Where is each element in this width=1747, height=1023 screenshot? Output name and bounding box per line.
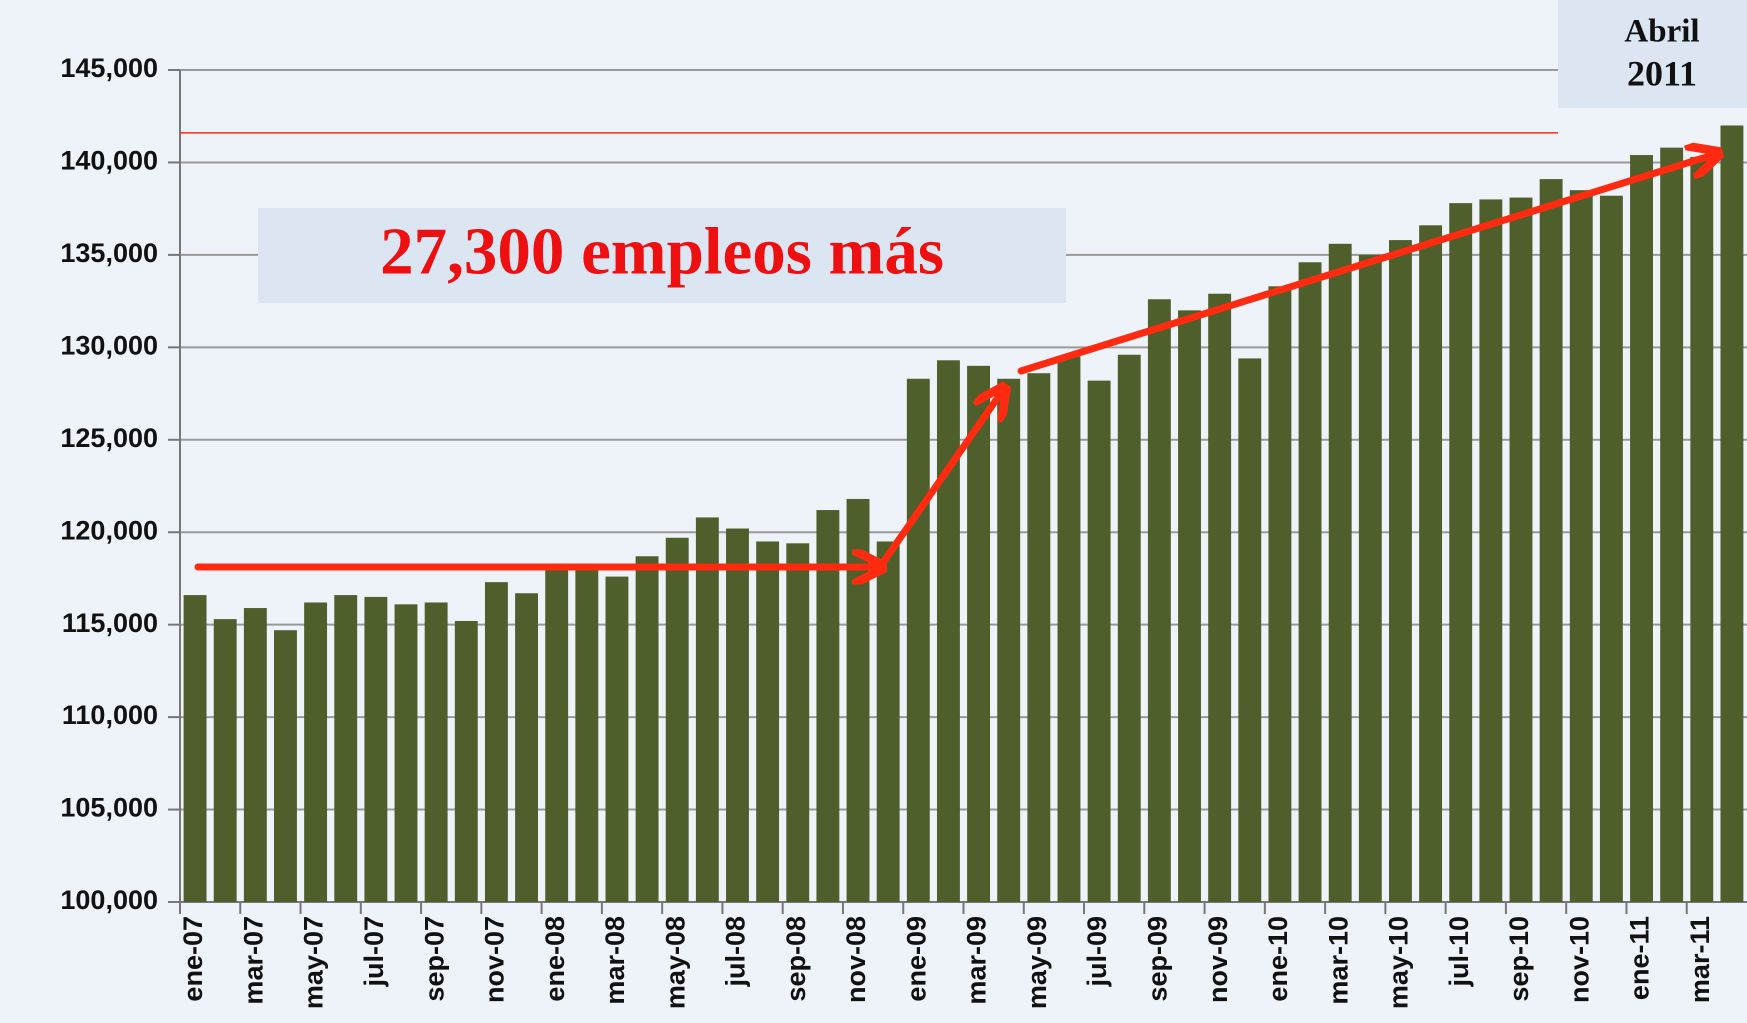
bar (695, 517, 719, 902)
x-tick-label: nov-10 (1564, 916, 1594, 1003)
bar (1630, 155, 1653, 902)
y-tick-label: 120,000 (60, 515, 158, 545)
x-tick-label: ene-07 (178, 916, 208, 1002)
annotation: 27,300 empleos más (380, 214, 944, 288)
y-tick-label: 135,000 (60, 238, 158, 268)
bar (1178, 310, 1201, 902)
bar (304, 602, 328, 902)
x-tick-label: jul-07 (359, 916, 389, 988)
y-tick-label: 110,000 (62, 700, 158, 730)
bar (1690, 156, 1714, 903)
bar (1569, 190, 1593, 902)
x-tick-label: sep-10 (1504, 916, 1534, 1002)
bar (786, 543, 810, 902)
bar (1389, 240, 1412, 902)
corner-label: 2011 (1627, 53, 1697, 93)
bar (1449, 203, 1473, 902)
x-tick-label: jul-10 (1444, 916, 1474, 988)
x-tick-label: jul-09 (1082, 916, 1112, 988)
bar (1298, 262, 1322, 903)
x-tick-label: mar-08 (600, 916, 630, 1005)
bar (876, 541, 900, 902)
x-tick-label: ene-10 (1263, 916, 1293, 1002)
bars (183, 125, 1744, 903)
bar (575, 569, 599, 902)
arrows (194, 154, 1716, 571)
x-tick-label: nov-07 (480, 916, 510, 1003)
x-tick-label: sep-08 (781, 916, 811, 1002)
y-tick-label: 115,000 (62, 608, 158, 638)
bar (1328, 243, 1352, 903)
x-tick-label: mar-11 (1685, 916, 1715, 1003)
bar (1358, 254, 1382, 902)
bar (274, 630, 297, 902)
bar (1539, 179, 1563, 902)
bar (1117, 354, 1141, 902)
bar (424, 602, 448, 902)
bar (364, 596, 388, 902)
bar (1660, 147, 1684, 903)
bar (1479, 199, 1503, 902)
bar (726, 528, 749, 902)
arrow (1017, 154, 1716, 375)
bar (1208, 293, 1232, 902)
corner-box (1558, 0, 1747, 108)
bar (1057, 356, 1081, 903)
bar (213, 619, 237, 902)
bar (545, 569, 569, 902)
x-tick-label: mar-09 (962, 916, 992, 1005)
bar (454, 620, 478, 902)
bar (515, 593, 538, 902)
bar (967, 365, 991, 902)
x-tick-label: mar-10 (1323, 916, 1353, 1005)
corner-label: Abril (1624, 14, 1699, 50)
x-tick-label: may-07 (299, 916, 329, 1009)
bar (1087, 380, 1111, 902)
x-tick-label: jul-08 (721, 916, 751, 988)
bar (1509, 197, 1533, 902)
bar (997, 378, 1021, 903)
bar (635, 556, 659, 902)
bar (816, 510, 840, 902)
x-tick-label: may-10 (1384, 916, 1414, 1009)
x-tick-label: nov-09 (1203, 916, 1233, 1003)
bar (605, 576, 629, 902)
x-tick-label: mar-07 (238, 916, 268, 1005)
bar (1599, 195, 1623, 903)
bar (334, 595, 358, 902)
x-tick-label: ene-11 (1625, 916, 1655, 1000)
bar (846, 498, 870, 902)
bar (1238, 358, 1262, 903)
arrow (876, 390, 1003, 571)
bar (756, 541, 780, 902)
bar (906, 378, 930, 903)
x-tick-label: sep-07 (419, 916, 449, 1002)
y-tick-label: 105,000 (60, 793, 158, 823)
x-tick-label: sep-09 (1143, 916, 1173, 1002)
bar (1720, 125, 1744, 902)
bar (665, 537, 689, 902)
y-tick-label: 145,000 (60, 53, 158, 83)
x-tick-label: nov-08 (841, 916, 871, 1003)
bar (484, 582, 508, 902)
bar (243, 608, 267, 902)
y-tick-label: 100,000 (60, 885, 158, 915)
y-tick-label: 125,000 (60, 423, 158, 453)
x-tick-label: may-08 (660, 916, 690, 1009)
x-tick-label: may-09 (1022, 916, 1052, 1009)
bar (1027, 373, 1051, 902)
bar (936, 360, 960, 903)
y-tick-label: 130,000 (60, 330, 158, 360)
annotation-box (258, 208, 1066, 303)
bar (1419, 225, 1443, 903)
x-tick-label: ene-08 (540, 916, 570, 1002)
bar (1147, 299, 1171, 902)
y-tick-label: 140,000 (60, 146, 158, 176)
bar (1268, 286, 1292, 902)
bar (183, 595, 207, 902)
x-tick-label: ene-09 (901, 916, 931, 1002)
bar (394, 604, 418, 902)
